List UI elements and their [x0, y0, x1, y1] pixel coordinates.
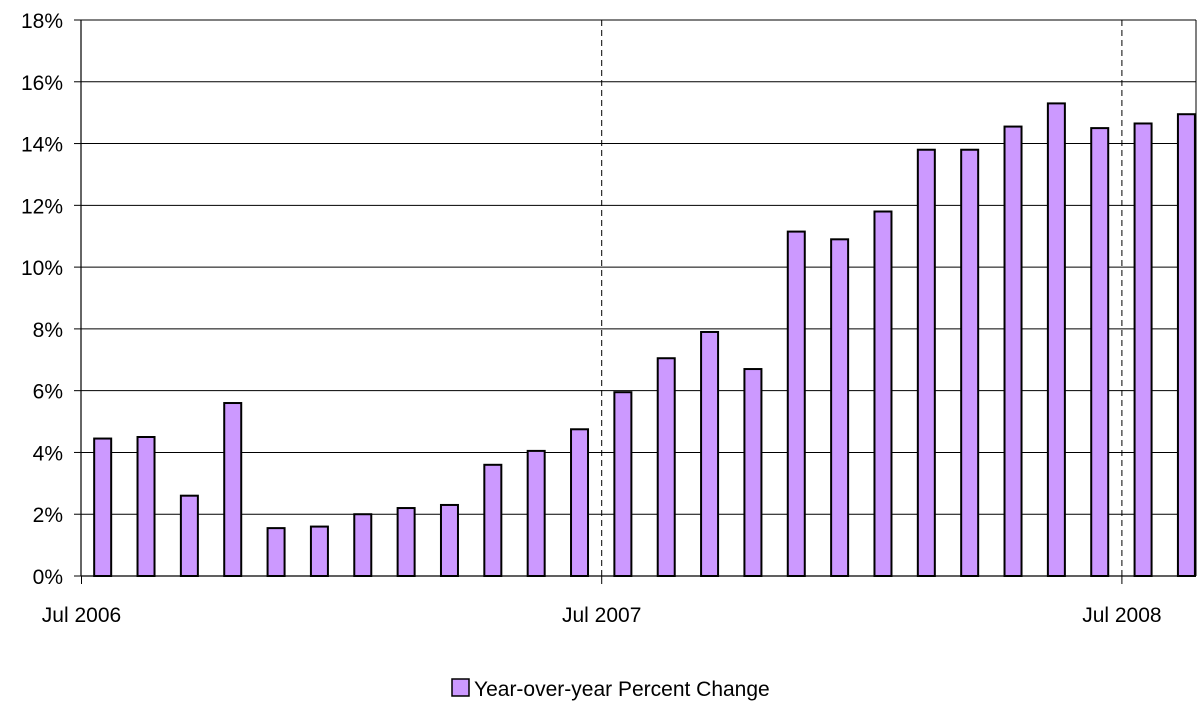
bar [93, 437, 113, 577]
bars [93, 102, 1196, 578]
legend: Year-over-year Percent Change [451, 678, 770, 701]
bar [136, 436, 156, 577]
bar [439, 503, 459, 578]
bar [483, 463, 503, 577]
y-tick-label: 16% [21, 72, 63, 95]
bar [1176, 113, 1196, 577]
bar [656, 357, 676, 577]
y-tick-label: 8% [33, 319, 63, 342]
y-tick-labels: 0% 2% 4% 6% 8% 10% 12% 14% 16% 18% [21, 10, 81, 589]
bar [526, 449, 546, 577]
legend-swatch [451, 678, 470, 697]
bar [1090, 127, 1110, 577]
gridlines [81, 19, 1196, 515]
y-tick-label: 4% [33, 442, 63, 465]
bar [1133, 122, 1153, 577]
y-tick-label: 14% [21, 134, 63, 157]
bar [1003, 125, 1023, 577]
bar [396, 507, 416, 577]
y-tick-label: 6% [33, 381, 63, 404]
bar [570, 428, 590, 577]
bar [179, 494, 199, 578]
x-tick-label: Jul 2006 [42, 604, 121, 627]
bar [1046, 102, 1066, 578]
bar [309, 525, 329, 577]
bar [830, 238, 850, 578]
bar [786, 230, 806, 577]
bar [223, 402, 243, 577]
y-tick-label: 0% [33, 566, 63, 589]
bar [266, 527, 286, 577]
y-tick-label: 2% [33, 504, 63, 527]
bar [613, 391, 633, 578]
dashed-reference-lines [601, 20, 1123, 576]
bar [700, 330, 720, 577]
x-tick-labels: Jul 2006 Jul 2007 Jul 2008 [42, 576, 1162, 627]
y-tick-label: 12% [21, 195, 63, 218]
bar [873, 210, 893, 577]
axes [80, 19, 1197, 577]
x-tick-label: Jul 2007 [562, 604, 641, 627]
bar [916, 148, 936, 577]
legend-label: Year-over-year Percent Change [474, 678, 770, 701]
y-tick-label: 18% [21, 10, 63, 33]
bar [353, 513, 373, 578]
y-tick-label: 10% [21, 257, 63, 280]
bar [960, 148, 980, 577]
bar [743, 368, 763, 577]
x-tick-label: Jul 2008 [1082, 604, 1161, 627]
